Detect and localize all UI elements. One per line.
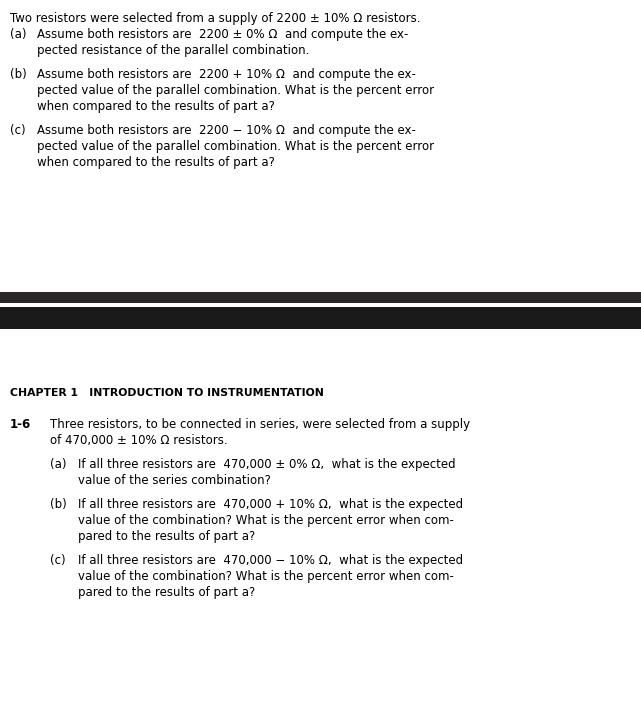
Text: CHAPTER 1   INTRODUCTION TO INSTRUMENTATION: CHAPTER 1 INTRODUCTION TO INSTRUMENTATIO… (10, 388, 324, 398)
Text: If all three resistors are  470,000 − 10% Ω,  what is the expected: If all three resistors are 470,000 − 10%… (78, 554, 463, 567)
Text: (a): (a) (10, 28, 26, 41)
Text: pared to the results of part a?: pared to the results of part a? (78, 530, 255, 543)
Text: If all three resistors are  470,000 + 10% Ω,  what is the expected: If all three resistors are 470,000 + 10%… (78, 498, 463, 511)
Text: If all three resistors are  470,000 ± 0% Ω,  what is the expected: If all three resistors are 470,000 ± 0% … (78, 458, 456, 471)
Text: Assume both resistors are  2200 − 10% Ω  and compute the ex-: Assume both resistors are 2200 − 10% Ω a… (37, 124, 416, 137)
Text: value of the combination? What is the percent error when com-: value of the combination? What is the pe… (78, 570, 454, 583)
Text: pected value of the parallel combination. What is the percent error: pected value of the parallel combination… (37, 140, 434, 153)
Text: value of the combination? What is the percent error when com-: value of the combination? What is the pe… (78, 514, 454, 527)
Text: pected resistance of the parallel combination.: pected resistance of the parallel combin… (37, 44, 310, 57)
Text: Assume both resistors are  2200 ± 0% Ω  and compute the ex-: Assume both resistors are 2200 ± 0% Ω an… (37, 28, 408, 41)
Text: when compared to the results of part a?: when compared to the results of part a? (37, 156, 275, 169)
Text: when compared to the results of part a?: when compared to the results of part a? (37, 100, 275, 113)
Text: pared to the results of part a?: pared to the results of part a? (78, 586, 255, 599)
Text: value of the series combination?: value of the series combination? (78, 474, 271, 487)
Text: Three resistors, to be connected in series, were selected from a supply: Three resistors, to be connected in seri… (50, 418, 470, 431)
Text: (b): (b) (50, 498, 67, 511)
Text: Two resistors were selected from a supply of 2200 ± 10% Ω resistors.: Two resistors were selected from a suppl… (10, 12, 420, 25)
Text: (a): (a) (50, 458, 67, 471)
Text: (b): (b) (10, 68, 27, 81)
Text: Assume both resistors are  2200 + 10% Ω  and compute the ex-: Assume both resistors are 2200 + 10% Ω a… (37, 68, 416, 81)
Bar (0, 292, 641, 303)
Text: pected value of the parallel combination. What is the percent error: pected value of the parallel combination… (37, 84, 434, 97)
Text: (c): (c) (50, 554, 65, 567)
Text: (c): (c) (10, 124, 26, 137)
Text: 1-6: 1-6 (10, 418, 31, 431)
Bar (0, 307, 641, 329)
Text: of 470,000 ± 10% Ω resistors.: of 470,000 ± 10% Ω resistors. (50, 434, 228, 447)
